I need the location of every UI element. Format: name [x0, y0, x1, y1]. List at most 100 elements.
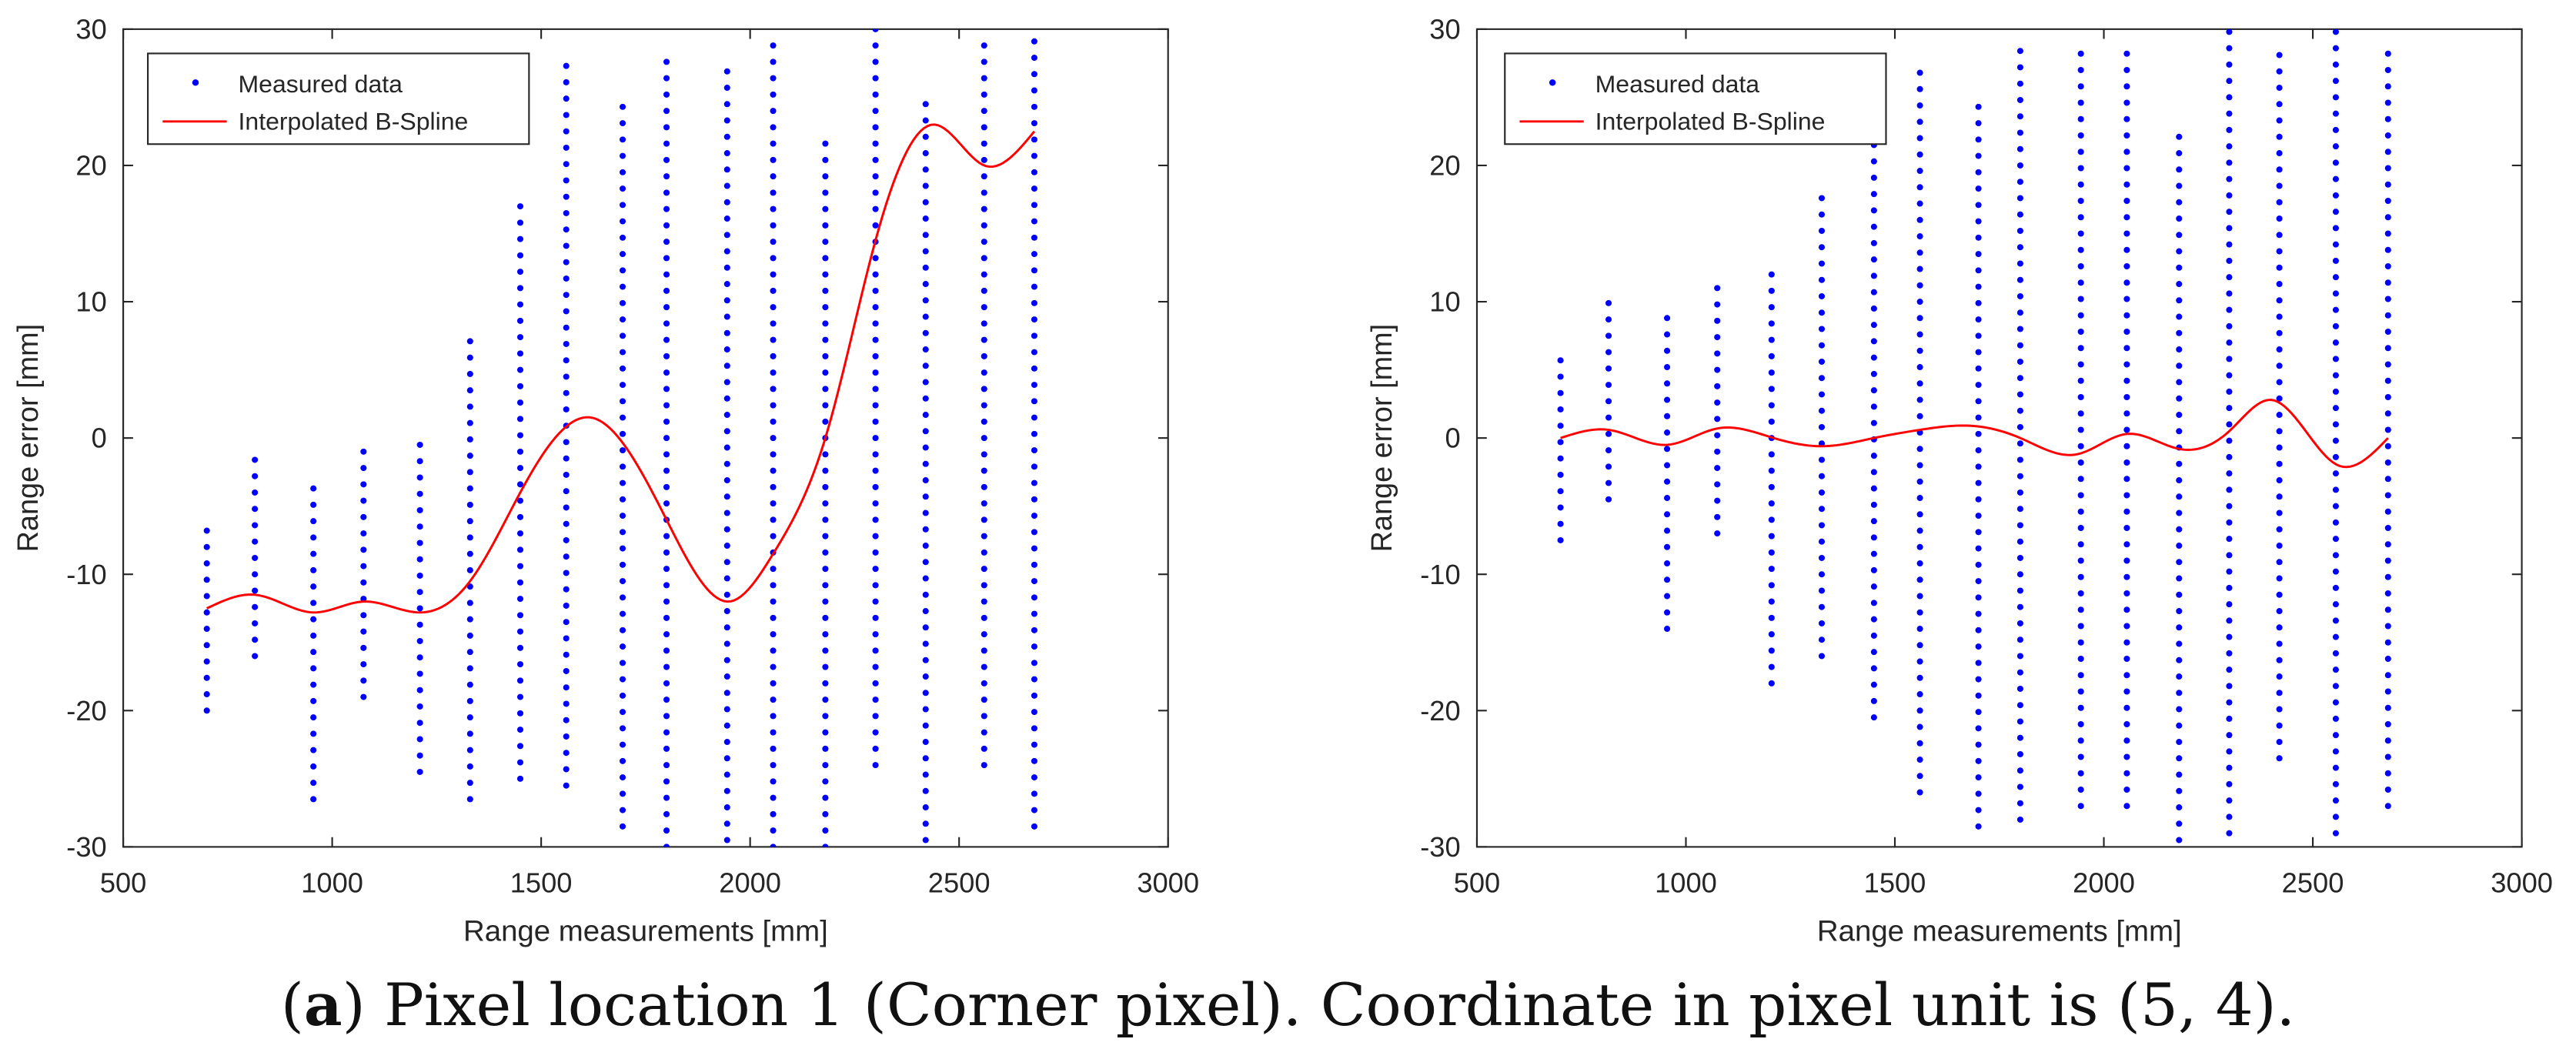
data-point [2384, 165, 2391, 172]
data-point [466, 453, 473, 459]
data-point [2077, 410, 2084, 417]
data-point [663, 58, 670, 65]
data-point [723, 117, 730, 124]
data-point [663, 762, 670, 769]
data-point [663, 647, 670, 654]
data-point [770, 140, 777, 147]
data-point [723, 362, 730, 369]
data-point [981, 156, 987, 163]
data-point [1031, 692, 1037, 699]
data-point [663, 189, 670, 196]
data-point [360, 628, 367, 635]
data-point [1975, 234, 1982, 241]
data-point [2077, 443, 2084, 449]
data-point [770, 42, 777, 49]
data-point [2276, 739, 2283, 746]
data-point [563, 717, 570, 723]
data-point [1031, 709, 1037, 716]
data-point [2332, 274, 2339, 281]
y-tick-label: 30 [1429, 14, 1460, 45]
data-point [2176, 706, 2183, 713]
data-point [822, 287, 829, 294]
data-point [822, 794, 829, 801]
data-point [1870, 697, 1877, 704]
data-point [1031, 430, 1037, 437]
x-axis-label: Range measurements [mm] [463, 915, 828, 948]
data-point [1031, 283, 1037, 290]
data-point [2077, 721, 2084, 728]
data-point [2226, 601, 2233, 608]
data-point [872, 631, 879, 638]
data-point [1714, 497, 1721, 504]
data-point [822, 844, 829, 847]
data-point [723, 444, 730, 451]
data-point [2276, 591, 2283, 598]
x-tick-label: 1500 [1864, 867, 1926, 899]
data-point [2016, 489, 2023, 496]
data-point [360, 530, 367, 537]
data-point [1818, 244, 1826, 251]
data-point [822, 516, 829, 523]
data-point [1916, 315, 1923, 322]
data-point [663, 467, 670, 474]
data-point [2276, 722, 2283, 729]
data-point [922, 428, 929, 435]
data-point [252, 653, 259, 660]
data-point [2016, 407, 2023, 414]
data-point [2176, 395, 2183, 402]
data-point [2176, 248, 2183, 255]
data-point [872, 549, 879, 556]
data-point [563, 95, 570, 102]
data-point [2276, 428, 2283, 435]
data-point [1031, 660, 1037, 666]
data-point [563, 226, 570, 233]
data-point [2016, 391, 2023, 398]
data-point [1870, 289, 1877, 296]
data-point [2123, 66, 2130, 73]
data-point [922, 199, 929, 205]
data-point [872, 369, 879, 376]
data-point [360, 513, 367, 520]
data-point [1975, 692, 1982, 699]
data-point [360, 563, 367, 570]
data-point [1768, 549, 1775, 556]
data-point [2226, 209, 2233, 215]
data-point [2226, 650, 2233, 656]
data-point [2176, 477, 2183, 484]
data-point [619, 349, 626, 356]
data-point [516, 236, 524, 242]
data-point [1031, 185, 1037, 192]
data-point [2123, 149, 2130, 155]
data-point [2077, 753, 2084, 760]
data-point [563, 373, 570, 380]
data-point [1975, 185, 1982, 192]
data-point [2332, 192, 2339, 199]
data-point [203, 626, 210, 633]
data-point [1870, 370, 1877, 377]
data-point [1975, 120, 1982, 127]
legend-label-spline: Interpolated B-Spline [1595, 108, 1826, 135]
data-point [981, 271, 987, 278]
legend-marker-scatter [192, 79, 199, 86]
data-point [922, 739, 929, 746]
data-point [516, 383, 524, 389]
data-point [1818, 292, 1826, 299]
data-point [1557, 439, 1564, 446]
data-point [663, 566, 670, 573]
data-point [360, 546, 367, 553]
data-point [2384, 246, 2391, 253]
data-point [2016, 423, 2023, 430]
data-point [2016, 48, 2023, 55]
data-point [1916, 511, 1923, 518]
data-point [2276, 166, 2283, 173]
data-point [1031, 479, 1037, 486]
data-point [516, 432, 524, 439]
data-point [1714, 350, 1721, 357]
data-point [619, 807, 626, 813]
data-point [663, 173, 670, 180]
data-point [466, 780, 473, 787]
spline-line [1560, 399, 2389, 469]
data-point [2276, 543, 2283, 550]
data-point [310, 763, 317, 770]
data-point [1768, 647, 1775, 654]
